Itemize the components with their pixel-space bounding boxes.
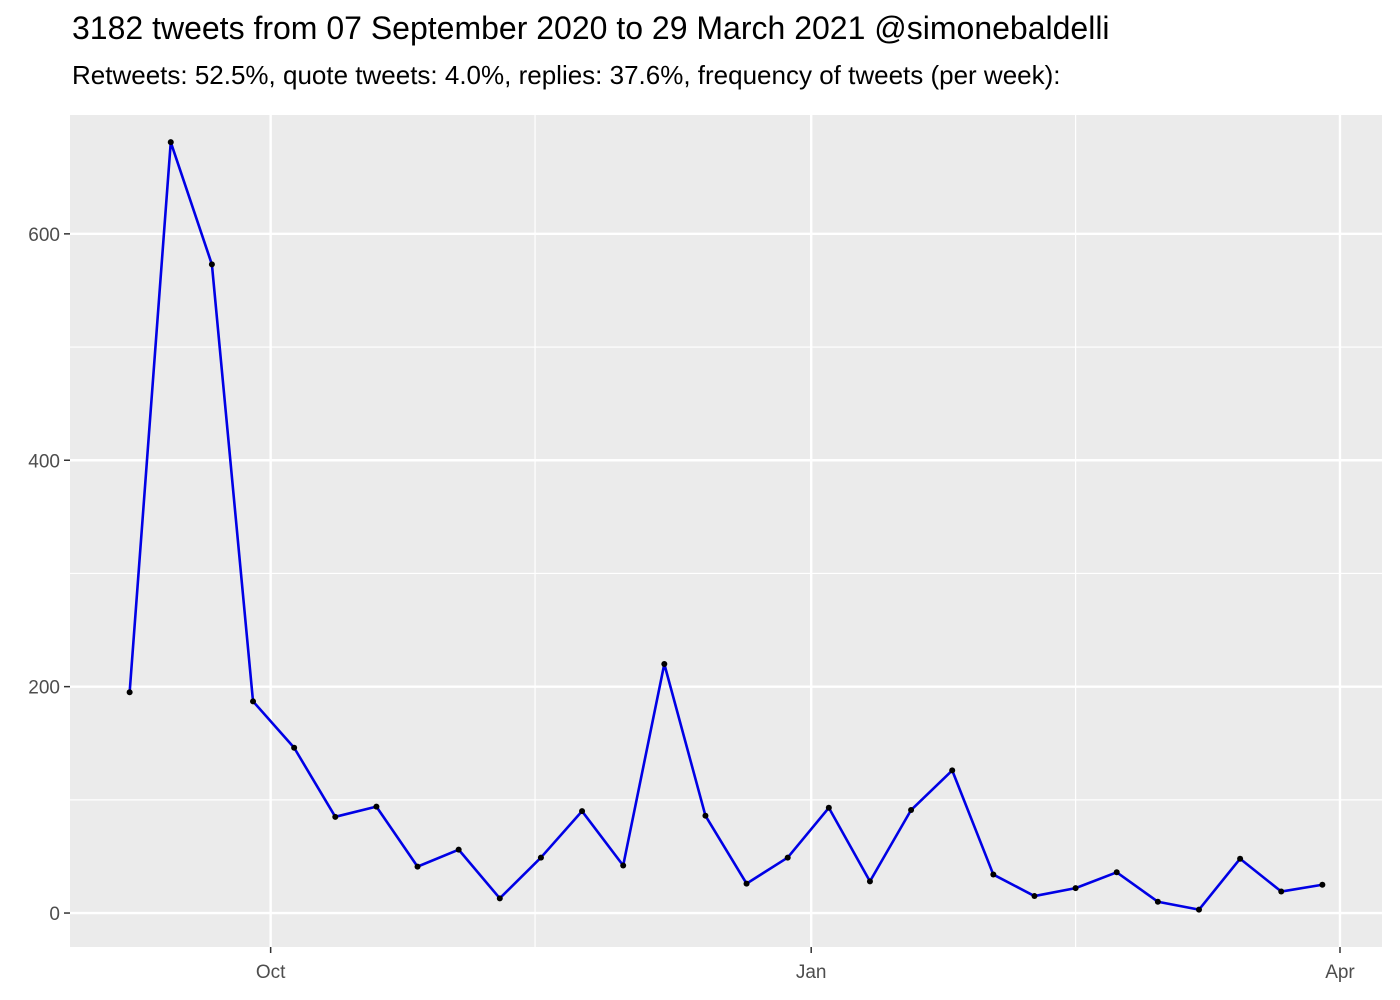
minor-gridlines [70, 115, 1382, 947]
data-point [1072, 885, 1079, 892]
data-point [167, 139, 174, 146]
y-tick-label: 400 [28, 451, 60, 472]
x-tick-label: Oct [256, 962, 286, 983]
y-tick-label: 600 [28, 225, 60, 246]
data-point [373, 803, 380, 810]
data-point [1113, 869, 1120, 876]
data-point [949, 767, 956, 774]
data-point [866, 878, 873, 885]
y-tick-label: 200 [28, 678, 60, 699]
series-layer [128, 140, 1323, 911]
data-point [620, 862, 627, 869]
data-point [455, 846, 462, 853]
y-tick-label: 0 [49, 904, 60, 925]
x-tick-label: Jan [796, 962, 827, 983]
data-point [208, 261, 215, 268]
x-tick-label: Apr [1325, 962, 1355, 983]
axis-ticks: 0 200 400 600 Oct Jan Apr [28, 225, 1355, 983]
data-point [537, 854, 544, 861]
data-point [1278, 888, 1285, 895]
data-point [825, 804, 832, 811]
data-point [1237, 855, 1244, 862]
data-point [990, 871, 997, 878]
data-point [496, 895, 503, 902]
chart-title: 3182 tweets from 07 September 2020 to 29… [72, 10, 1110, 46]
major-gridlines [70, 115, 1382, 947]
data-point [661, 661, 668, 668]
data-point [291, 744, 298, 751]
data-point [332, 813, 339, 820]
data-point [1319, 881, 1326, 888]
data-point [250, 698, 257, 705]
data-point [579, 808, 586, 815]
data-point [1154, 898, 1161, 905]
data-point [743, 880, 750, 887]
data-point [414, 863, 421, 870]
data-point [908, 807, 915, 814]
data-point [126, 689, 133, 696]
data-point [1195, 906, 1202, 913]
chart-subtitle: Retweets: 52.5%, quote tweets: 4.0%, rep… [72, 60, 1061, 90]
data-point [702, 812, 709, 819]
data-point [784, 854, 791, 861]
data-point [1031, 893, 1038, 900]
plot-panel [70, 115, 1382, 947]
points-layer [126, 139, 1326, 913]
series-line [128, 140, 1323, 911]
